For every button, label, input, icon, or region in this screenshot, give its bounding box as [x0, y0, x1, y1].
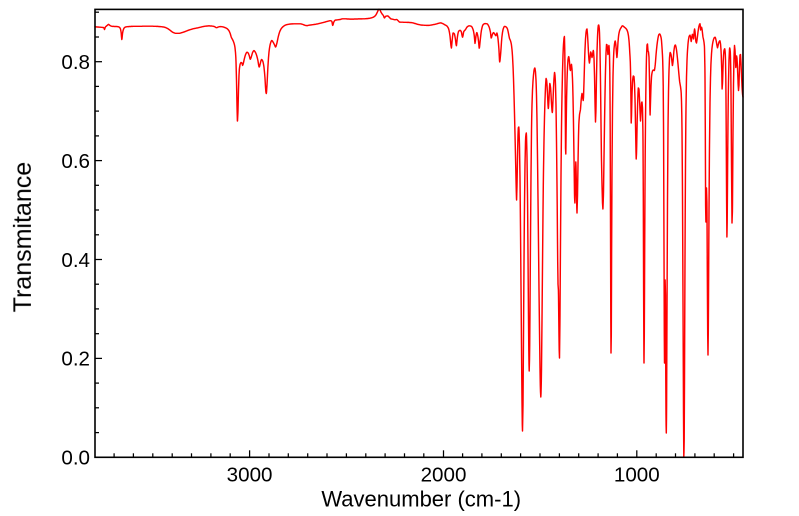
svg-text:Transmitance: Transmitance [9, 162, 37, 313]
svg-text:2000: 2000 [421, 463, 467, 486]
svg-text:0.6: 0.6 [61, 150, 90, 173]
svg-text:1000: 1000 [614, 463, 660, 486]
svg-text:3000: 3000 [227, 463, 273, 486]
svg-text:0.2: 0.2 [61, 348, 90, 371]
svg-text:0.8: 0.8 [61, 51, 90, 74]
svg-text:0.0: 0.0 [61, 447, 90, 470]
svg-text:0.4: 0.4 [61, 249, 90, 272]
svg-text:Wavenumber (cm-1): Wavenumber (cm-1) [321, 487, 521, 512]
